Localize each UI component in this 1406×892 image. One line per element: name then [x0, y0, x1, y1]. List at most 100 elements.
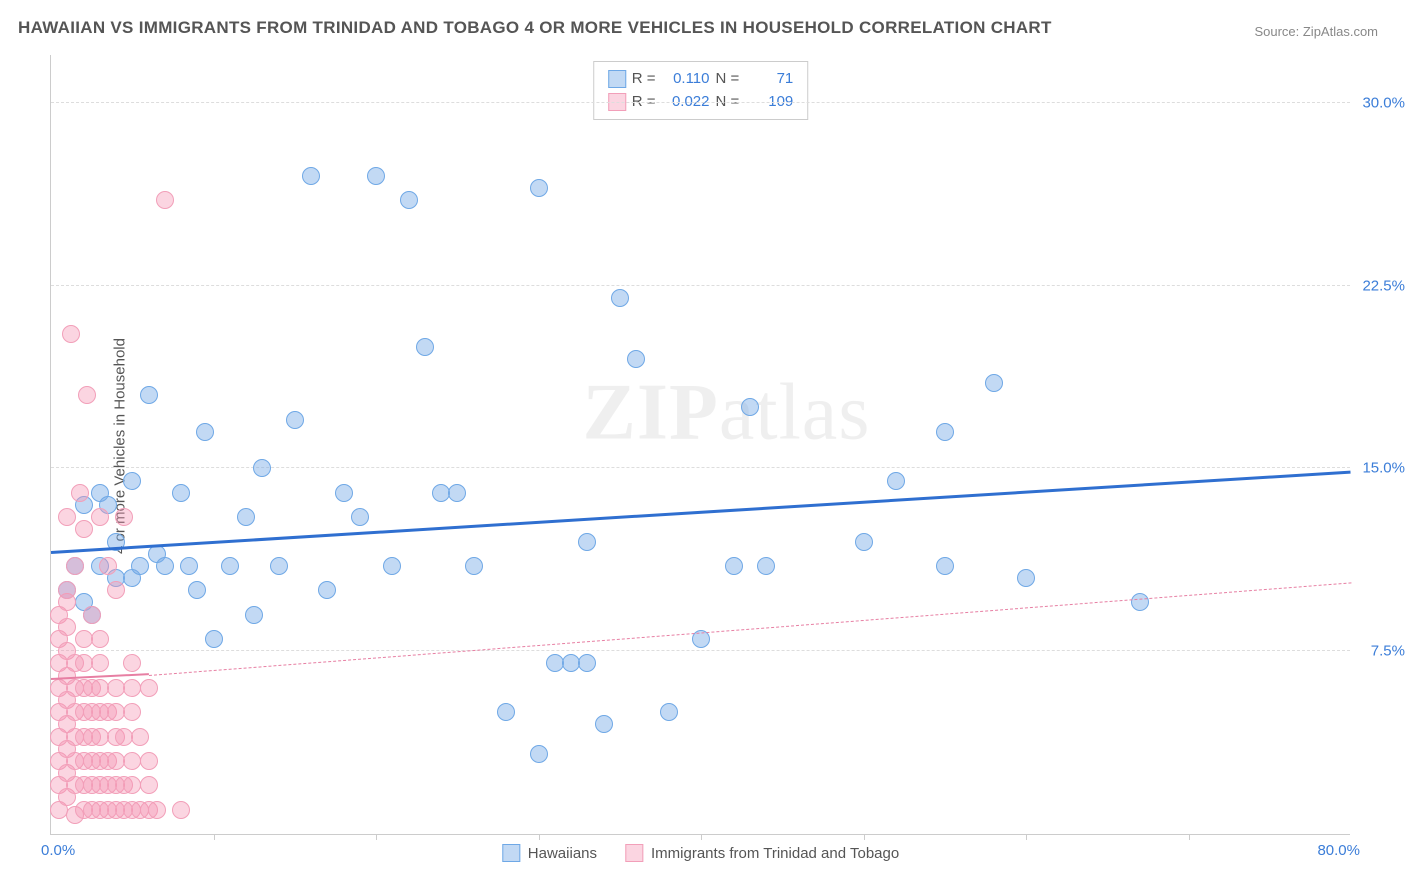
plot-area: ZIPatlas R = 0.110 N = 71 R = 0.022 N = …: [50, 55, 1350, 835]
scatter-point: [302, 167, 320, 185]
scatter-point: [156, 557, 174, 575]
scatter-point: [1131, 593, 1149, 611]
legend-swatch: [625, 844, 643, 862]
x-tick: [214, 834, 215, 840]
legend-item: Hawaiians: [502, 844, 597, 862]
scatter-point: [131, 557, 149, 575]
x-axis-min-label: 0.0%: [41, 842, 75, 859]
legend-label: Immigrants from Trinidad and Tobago: [651, 845, 899, 862]
x-tick: [376, 834, 377, 840]
scatter-point: [725, 557, 743, 575]
scatter-point: [172, 484, 190, 502]
scatter-point: [936, 423, 954, 441]
scatter-point: [188, 581, 206, 599]
correlation-legend: R = 0.110 N = 71 R = 0.022 N = 109: [593, 61, 809, 120]
y-tick-label: 30.0%: [1362, 94, 1405, 111]
scatter-point: [221, 557, 239, 575]
legend-swatch: [608, 70, 626, 88]
x-axis-max-label: 80.0%: [1317, 842, 1360, 859]
gridline: [51, 467, 1350, 468]
scatter-point: [741, 398, 759, 416]
series-legend: Hawaiians Immigrants from Trinidad and To…: [502, 844, 899, 862]
scatter-point: [91, 630, 109, 648]
chart-title: HAWAIIAN VS IMMIGRANTS FROM TRINIDAD AND…: [18, 18, 1052, 38]
scatter-point: [383, 557, 401, 575]
scatter-point: [91, 508, 109, 526]
scatter-point: [140, 752, 158, 770]
scatter-point: [416, 338, 434, 356]
scatter-point: [887, 472, 905, 490]
legend-item: Immigrants from Trinidad and Tobago: [625, 844, 899, 862]
scatter-point: [66, 557, 84, 575]
scatter-point: [172, 801, 190, 819]
gridline: [51, 285, 1350, 286]
scatter-point: [107, 581, 125, 599]
scatter-point: [123, 472, 141, 490]
scatter-point: [286, 411, 304, 429]
x-tick: [539, 834, 540, 840]
y-tick-label: 7.5%: [1371, 643, 1405, 660]
x-tick: [864, 834, 865, 840]
scatter-point: [757, 557, 775, 575]
scatter-point: [578, 654, 596, 672]
scatter-point: [91, 654, 109, 672]
scatter-point: [448, 484, 466, 502]
x-tick: [701, 834, 702, 840]
scatter-point: [595, 715, 613, 733]
scatter-point: [140, 776, 158, 794]
legend-r-value: 0.110: [662, 68, 710, 91]
scatter-point: [58, 581, 76, 599]
x-tick: [1189, 834, 1190, 840]
scatter-point: [465, 557, 483, 575]
y-tick-label: 22.5%: [1362, 277, 1405, 294]
scatter-point: [75, 520, 93, 538]
source-attribution: Source: ZipAtlas.com: [1254, 24, 1378, 39]
legend-n-value: 71: [745, 68, 793, 91]
scatter-point: [253, 459, 271, 477]
scatter-point: [400, 191, 418, 209]
scatter-point: [660, 703, 678, 721]
scatter-point: [1017, 569, 1035, 587]
legend-n-label: N =: [716, 68, 740, 91]
legend-r-label: R =: [632, 68, 656, 91]
scatter-point: [148, 801, 166, 819]
scatter-point: [140, 386, 158, 404]
scatter-point: [351, 508, 369, 526]
scatter-point: [578, 533, 596, 551]
y-tick-label: 15.0%: [1362, 460, 1405, 477]
scatter-point: [627, 350, 645, 368]
scatter-point: [115, 508, 133, 526]
watermark: ZIPatlas: [582, 368, 870, 459]
scatter-point: [78, 386, 96, 404]
scatter-point: [985, 374, 1003, 392]
scatter-point: [237, 508, 255, 526]
scatter-point: [855, 533, 873, 551]
scatter-point: [123, 703, 141, 721]
scatter-point: [196, 423, 214, 441]
scatter-point: [131, 728, 149, 746]
scatter-point: [530, 745, 548, 763]
scatter-point: [123, 654, 141, 672]
gridline: [51, 102, 1350, 103]
scatter-point: [318, 581, 336, 599]
scatter-point: [245, 606, 263, 624]
scatter-point: [140, 679, 158, 697]
scatter-point: [270, 557, 288, 575]
scatter-point: [530, 179, 548, 197]
scatter-point: [58, 618, 76, 636]
scatter-point: [83, 606, 101, 624]
scatter-point: [180, 557, 198, 575]
scatter-point: [936, 557, 954, 575]
scatter-point: [205, 630, 223, 648]
legend-swatch: [502, 844, 520, 862]
scatter-point: [335, 484, 353, 502]
scatter-point: [367, 167, 385, 185]
scatter-point: [99, 557, 117, 575]
x-tick: [1026, 834, 1027, 840]
legend-label: Hawaiians: [528, 845, 597, 862]
legend-row: R = 0.110 N = 71: [608, 68, 794, 91]
scatter-point: [58, 508, 76, 526]
scatter-point: [156, 191, 174, 209]
scatter-point: [611, 289, 629, 307]
scatter-point: [71, 484, 89, 502]
